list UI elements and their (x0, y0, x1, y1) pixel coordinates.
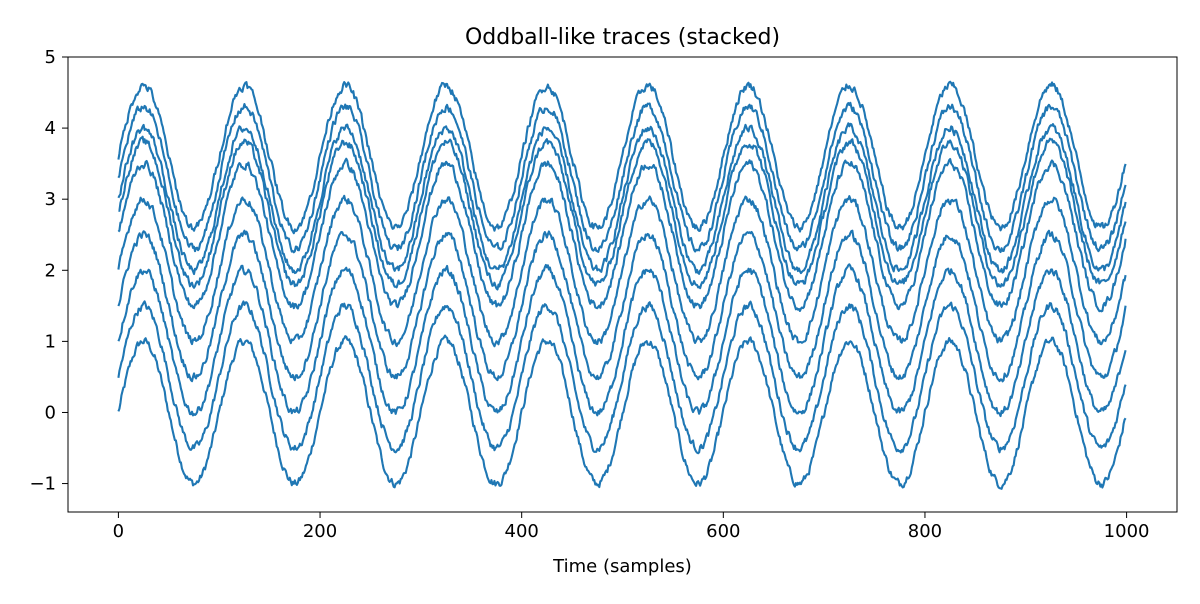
trace-line-7 (118, 135, 1127, 291)
trace-line-5 (117, 194, 1127, 348)
trace-line-6 (117, 157, 1127, 313)
x-tick-label: 800 (908, 521, 942, 542)
y-tick-label: −1 (29, 474, 56, 495)
x-axis: 0 200 400 600 800 1000 (113, 512, 1150, 542)
trace-line-3 (117, 263, 1127, 418)
x-axis-label: Time (samples) (552, 556, 692, 577)
chart-title: Oddball-like traces (stacked) (465, 25, 780, 50)
x-tick-label: 200 (303, 521, 337, 542)
x-tick-label: 1000 (1104, 521, 1150, 542)
y-tick-label: 0 (45, 402, 56, 423)
y-tick-label: 3 (45, 189, 56, 210)
y-tick-label: 4 (45, 118, 56, 139)
plot-frame (67, 56, 1178, 513)
x-tick-label: 600 (706, 521, 740, 542)
y-tick-label: 1 (45, 331, 56, 352)
y-axis: −1 0 1 2 3 4 5 (29, 47, 68, 495)
trace-line-8 (117, 122, 1127, 276)
trace-line-2 (117, 300, 1127, 455)
y-tick-label: 5 (45, 47, 56, 68)
trace-line-9 (117, 101, 1127, 254)
trace-line-10 (117, 80, 1127, 235)
y-tick-label: 2 (45, 260, 56, 281)
x-tick-label: 0 (113, 521, 124, 542)
trace-line-1 (117, 334, 1127, 490)
traces-group (117, 80, 1127, 490)
x-tick-label: 400 (505, 521, 539, 542)
trace-line-4 (117, 229, 1127, 383)
